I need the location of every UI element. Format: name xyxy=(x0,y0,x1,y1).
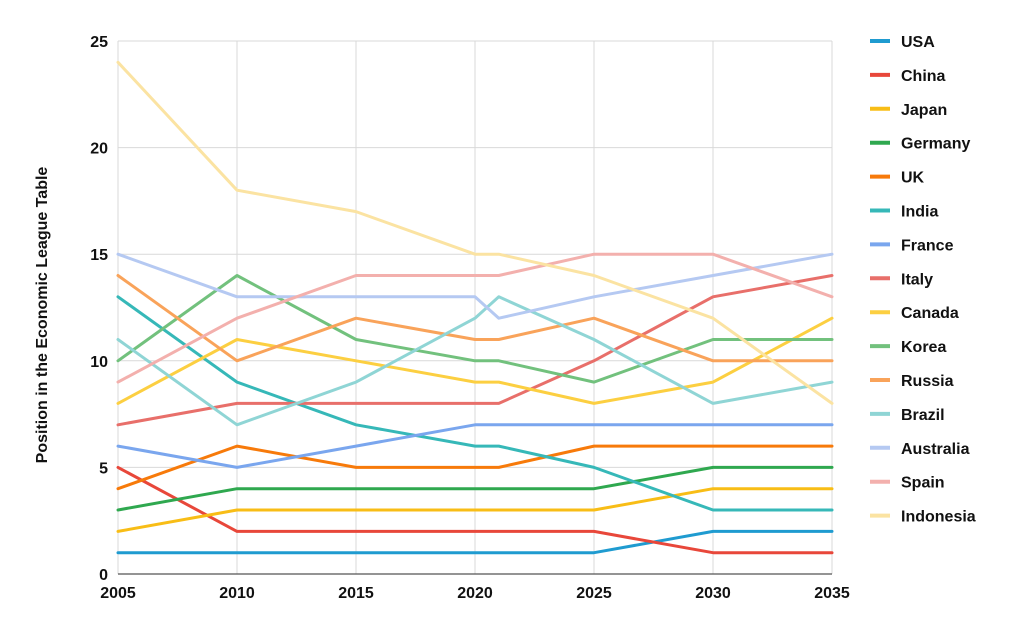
series-line-uk xyxy=(116,444,834,491)
y-tick-label: 10 xyxy=(90,354,108,371)
legend-label: Spain xyxy=(901,475,945,492)
legend-label: Australia xyxy=(901,441,970,458)
y-tick-label: 15 xyxy=(90,247,108,264)
series-line-italy xyxy=(116,274,834,427)
series-line-china xyxy=(116,465,834,555)
series-line-france xyxy=(116,423,834,469)
x-tick-label: 2005 xyxy=(100,585,136,602)
series-line-canada xyxy=(116,316,834,405)
legend-label: UK xyxy=(901,170,925,187)
series-line-australia xyxy=(116,252,834,320)
y-tick-label: 0 xyxy=(99,567,108,584)
legend-label: Brazil xyxy=(901,407,945,424)
y-axis-title: Position in the Economic League Table xyxy=(34,167,51,464)
legend-label: Russia xyxy=(901,373,954,390)
legend-label: China xyxy=(901,68,946,85)
grid-layer xyxy=(117,40,833,574)
x-tick-label: 2020 xyxy=(457,585,493,602)
x-tick-label: 2010 xyxy=(219,585,255,602)
series-line-india xyxy=(116,295,834,512)
x-tick-label: 2025 xyxy=(576,585,612,602)
series-line-spain xyxy=(116,252,834,384)
series-layer xyxy=(116,60,834,555)
legend: USA China Japan Germany UK India France Italy Ca… xyxy=(870,34,976,526)
legend-label: Germany xyxy=(901,136,970,153)
series-line-korea xyxy=(116,274,834,384)
x-tick-label: 2035 xyxy=(814,585,850,602)
legend-label: USA xyxy=(901,34,935,51)
series-line-indonesia xyxy=(116,60,834,405)
x-tick-label: 2030 xyxy=(695,585,731,602)
legend-label: Italy xyxy=(901,271,933,288)
series-line-japan xyxy=(116,487,834,533)
legend-label: Japan xyxy=(901,102,947,119)
y-tick-label: 5 xyxy=(99,460,108,477)
series-line-germany xyxy=(116,465,834,512)
legend-label: Indonesia xyxy=(901,509,976,526)
legend-label: France xyxy=(901,237,954,254)
series-line-usa xyxy=(116,529,834,555)
legend-label: Canada xyxy=(901,305,959,322)
series-line-russia xyxy=(116,274,834,363)
x-tick-label: 2015 xyxy=(338,585,374,602)
legend-label: India xyxy=(901,204,938,221)
legend-label: Korea xyxy=(901,339,946,356)
y-tick-label: 20 xyxy=(90,141,108,158)
y-tick-label: 25 xyxy=(90,34,108,51)
